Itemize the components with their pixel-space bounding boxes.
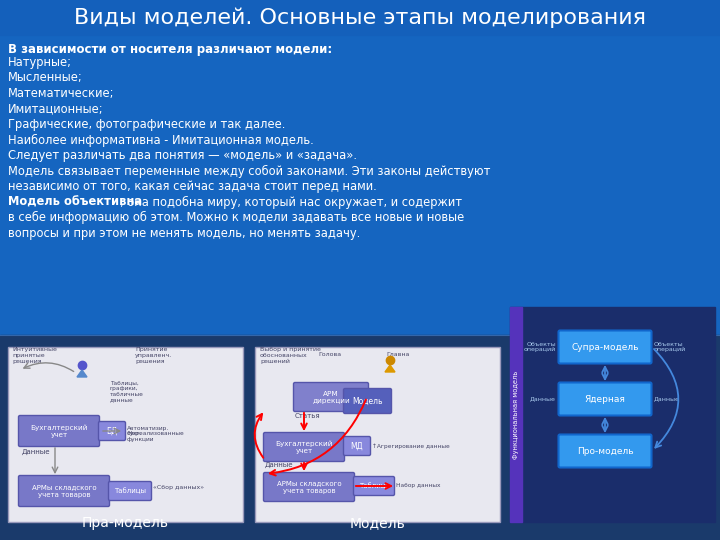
Text: Модель: Модель [352,396,383,406]
FancyBboxPatch shape [354,476,395,496]
Bar [0,335,720,540]
Text: Статья: Статья [295,413,320,419]
Text: Математические;: Математические; [8,87,114,100]
Text: Про-модель: Про-модель [577,447,634,456]
Polygon shape [77,370,87,377]
Text: Графические, фотографические и так далее.: Графические, фотографические и так далее… [8,118,285,131]
FancyBboxPatch shape [559,435,652,468]
Text: Модель: Модель [350,516,405,530]
Text: Супра-модель: Супра-модель [571,342,639,352]
Text: в себе информацию об этом. Можно к модели задавать все новые и новые: в себе информацию об этом. Можно к модел… [8,211,464,224]
Text: Пра-модель: Пра-модель [82,516,169,530]
Text: независимо от того, какая сейчас задача стоит перед нами.: независимо от того, какая сейчас задача … [8,180,377,193]
Text: вопросы и при этом не менять модель, но менять задачу.: вопросы и при этом не менять модель, но … [8,226,360,240]
Text: Голова: Голова [318,352,341,357]
Text: МД: МД [351,442,364,450]
Text: Набор данных: Набор данных [396,483,441,489]
FancyBboxPatch shape [294,382,369,411]
Text: АРМы складского
учета товаров: АРМы складского учета товаров [276,481,341,494]
Text: Главна: Главна [387,352,410,357]
Text: Данные: Данные [654,396,680,402]
Text: Таблица: Таблица [359,483,390,489]
Text: Объекты
операций: Объекты операций [523,341,556,353]
Bar [0,0,720,35]
FancyBboxPatch shape [19,476,109,507]
Text: Бухгалтерский
учет: Бухгалтерский учет [30,424,88,438]
Polygon shape [385,365,395,372]
Text: Следует различать два понятия — «модель» и «задача».: Следует различать два понятия — «модель»… [8,149,357,162]
FancyBboxPatch shape [109,482,151,501]
Text: Натурные;: Натурные; [8,56,72,69]
Text: Ядерная: Ядерная [585,395,626,403]
Text: Таблицы,
графики,
табличные
данные: Таблицы, графики, табличные данные [110,380,144,402]
Text: Данные: Данные [530,396,556,402]
Text: Таблицы: Таблицы [114,488,146,495]
Text: БД: БД [107,427,117,435]
Text: Наиболее информативна - Имитационная модель.: Наиболее информативна - Имитационная мод… [8,133,314,146]
FancyBboxPatch shape [8,347,243,522]
Text: В зависимости от носителя различают модели:: В зависимости от носителя различают моде… [8,43,332,56]
Text: Данные: Данные [265,462,294,468]
Text: Модель объективна: Модель объективна [8,195,142,208]
FancyBboxPatch shape [99,422,125,441]
Text: Объекты
операций: Объекты операций [654,341,686,353]
Text: АРМы складского
учета товаров: АРМы складского учета товаров [32,484,96,497]
Text: АРМ
дирекции: АРМ дирекции [312,390,350,403]
Bar [510,307,715,522]
Text: ↑Агрегирование данные: ↑Агрегирование данные [372,443,450,449]
Text: Функциональная модель: Функциональная модель [513,370,519,458]
Text: Модель связывает переменные между собой законами. Эти законы действуют: Модель связывает переменные между собой … [8,165,490,178]
Text: Автоматизир.
бухг.: Автоматизир. бухг. [127,426,169,436]
Text: , она подобна миру, который нас окружает, и содержит: , она подобна миру, который нас окружает… [120,195,462,208]
FancyBboxPatch shape [264,433,344,462]
FancyBboxPatch shape [343,436,371,456]
Bar [510,307,522,522]
Text: Мысленные;: Мысленные; [8,71,83,84]
Text: Интуитивные
принятые
решения: Интуитивные принятые решения [12,347,57,363]
FancyBboxPatch shape [19,415,99,447]
Text: Данные: Данные [22,449,50,455]
FancyBboxPatch shape [255,347,500,522]
Text: Нереализованные
функции: Нереализованные функции [127,431,184,442]
Text: Виды моделей. Основные этапы моделирования: Виды моделей. Основные этапы моделирован… [74,8,646,28]
Text: Выбор и принятие
обоснованных
решений: Выбор и принятие обоснованных решений [260,347,321,364]
FancyBboxPatch shape [559,382,652,415]
Text: Бухгалтерский
учет: Бухгалтерский учет [275,440,333,454]
Text: Имитационные;: Имитационные; [8,103,104,116]
Text: Принятие
управленч.
решения: Принятие управленч. решения [135,347,172,363]
Text: «Сбор данных»: «Сбор данных» [153,485,204,490]
FancyBboxPatch shape [343,388,392,414]
FancyBboxPatch shape [264,472,354,502]
FancyBboxPatch shape [559,330,652,363]
